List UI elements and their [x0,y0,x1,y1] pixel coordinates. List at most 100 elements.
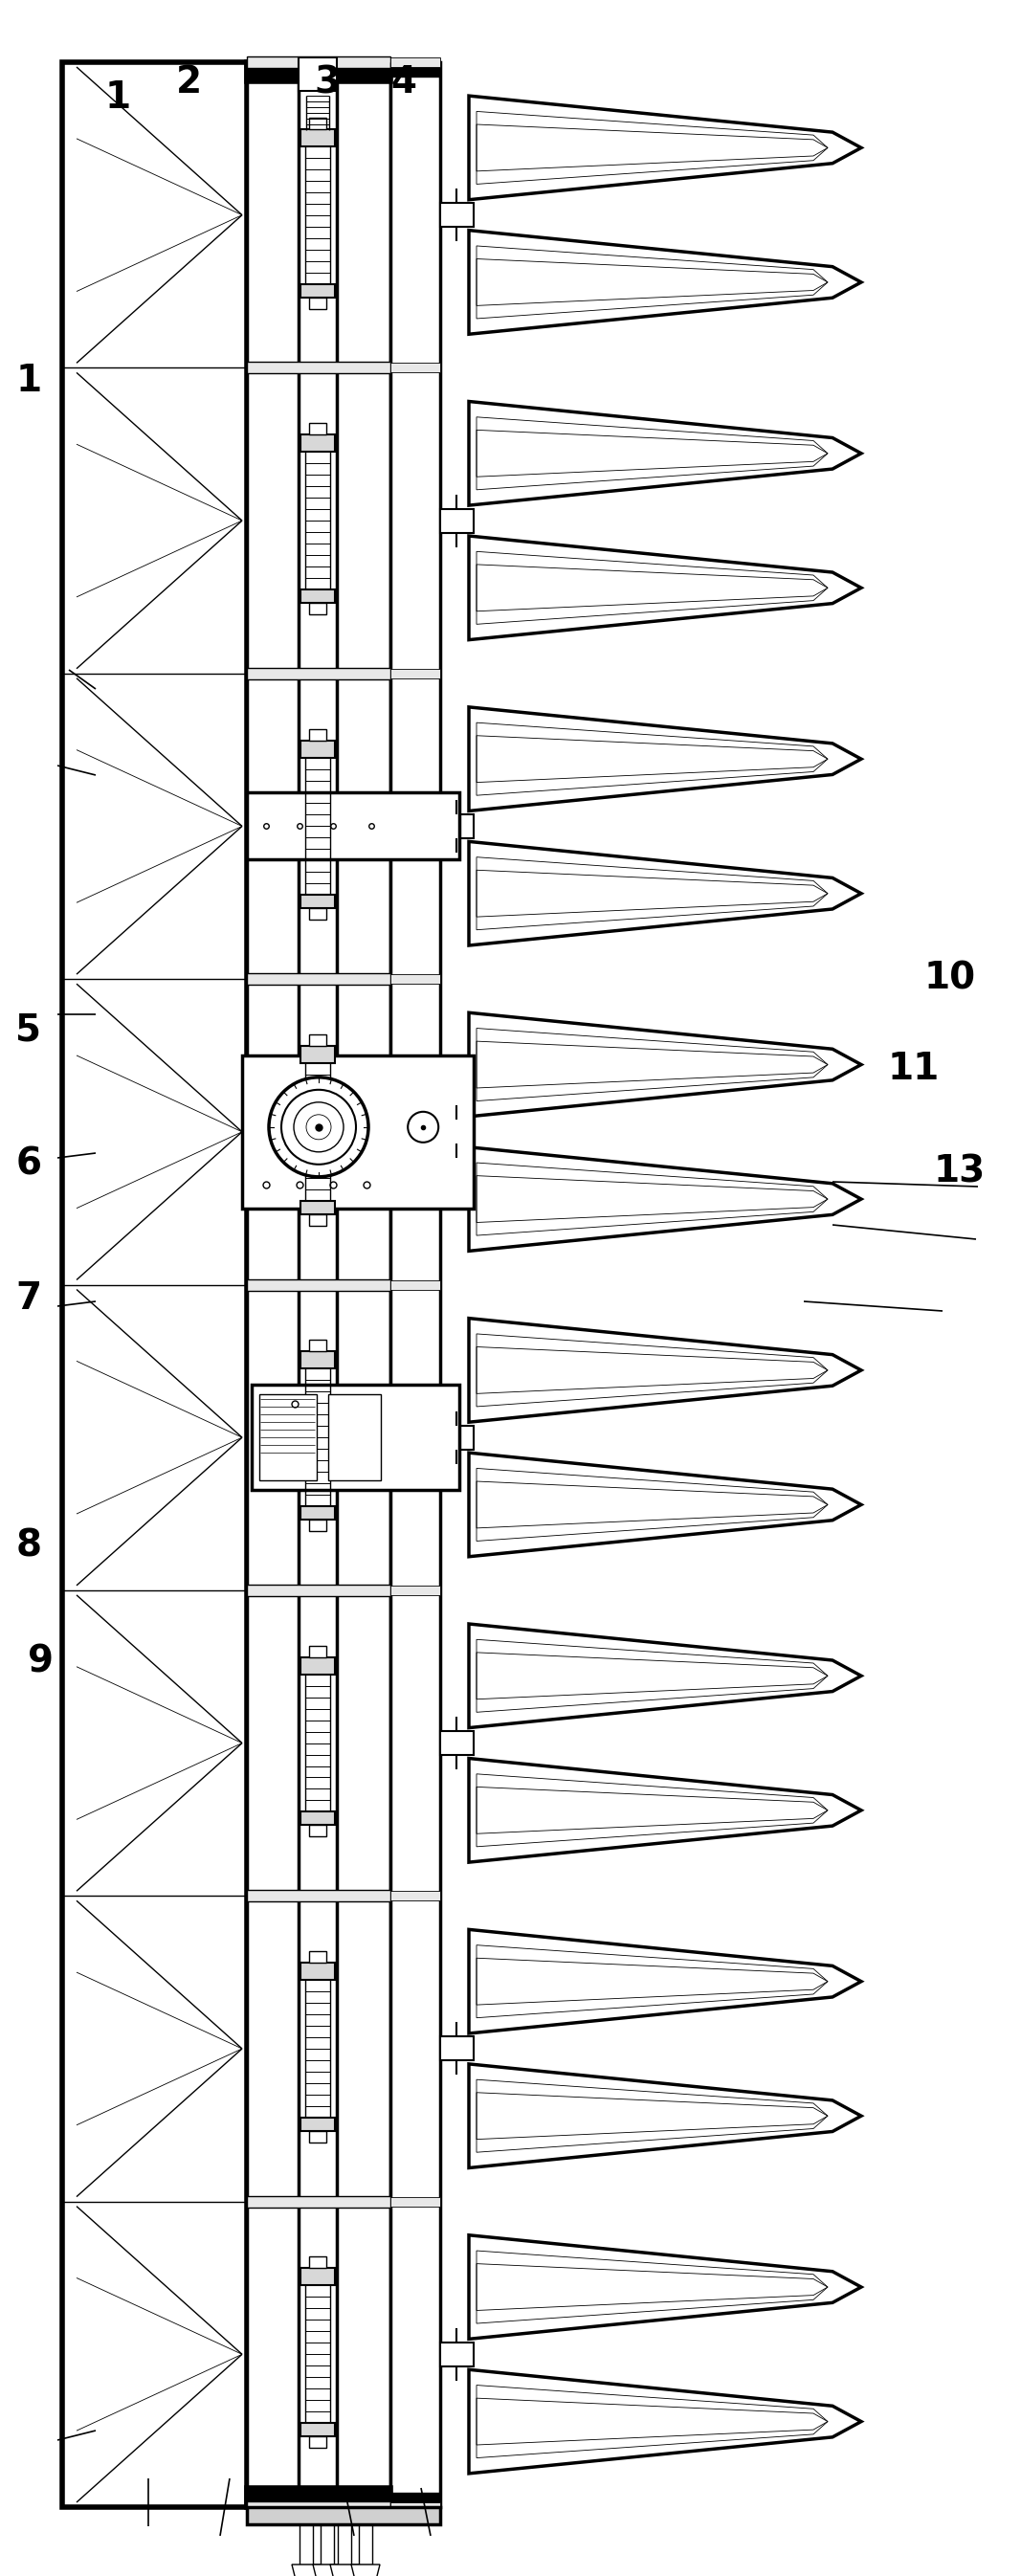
Bar [300,2269,335,2285]
Bar [440,1731,474,1754]
Bar [440,2038,474,2061]
Bar [242,1056,474,1208]
Bar [309,1213,327,1226]
Text: 4: 4 [390,64,417,100]
Polygon shape [469,1319,861,1422]
Bar [309,1826,327,1837]
Bar [309,422,327,435]
Polygon shape [312,2566,342,2576]
Bar [440,507,474,533]
Polygon shape [469,2370,861,2473]
Bar [247,667,390,680]
Bar [337,62,390,2506]
Text: 1: 1 [15,363,42,399]
Bar [309,1340,327,1352]
Polygon shape [469,229,861,335]
Bar [358,2506,373,2566]
Bar [247,793,459,860]
Bar [300,739,335,757]
Bar [247,2488,390,2506]
Bar [247,1891,390,1901]
Bar [390,2501,440,2512]
Bar [390,363,440,374]
Text: 8: 8 [15,1528,42,1564]
Bar [390,670,440,677]
Polygon shape [469,2236,861,2339]
Bar [300,283,335,296]
Bar [300,1811,335,1826]
Polygon shape [469,95,861,201]
Bar [300,590,335,603]
Bar [300,894,335,909]
Bar [390,1891,440,1901]
Circle shape [294,1103,343,1151]
Polygon shape [351,2566,380,2576]
Bar [390,1280,440,1291]
Text: 9: 9 [28,1643,54,1680]
Text: 5: 5 [15,1012,42,1048]
Bar [300,1352,335,1368]
Bar [390,57,440,67]
Bar [440,1425,474,1450]
Bar [440,204,474,227]
Bar [247,2195,390,2208]
Bar [300,129,335,147]
Bar [300,1656,335,1674]
Bar [309,729,327,739]
Bar [338,2506,351,2566]
Bar [309,2437,327,2447]
Polygon shape [469,706,861,811]
Bar [321,2506,334,2566]
Bar [247,57,390,67]
Bar [309,1036,327,1046]
Bar [390,2197,440,2205]
Circle shape [269,1077,369,1177]
Polygon shape [469,1012,861,1115]
Bar [299,2506,312,2566]
Bar [247,62,298,2506]
Bar [390,2494,440,2506]
Bar [300,1963,335,1981]
Bar [300,1507,335,1520]
Bar [62,62,247,2506]
Bar [390,974,440,984]
Bar [309,603,327,613]
Bar [247,363,390,374]
Bar [390,1584,440,1595]
Polygon shape [469,1453,861,1556]
Bar [247,2506,440,2524]
Text: 10: 10 [924,961,975,997]
Bar [309,118,327,129]
Bar [328,1394,381,1481]
Bar [309,296,327,309]
Bar [251,1386,459,1489]
Bar [300,2424,335,2437]
Text: 1: 1 [104,80,131,116]
Polygon shape [292,2566,321,2576]
Bar [309,909,327,920]
Text: 3: 3 [313,64,340,100]
Text: 2: 2 [176,64,202,100]
Polygon shape [330,2566,358,2576]
Bar [390,62,440,77]
Bar [247,1278,390,1291]
Polygon shape [469,842,861,945]
Bar [247,2501,390,2512]
Bar [298,57,337,90]
Circle shape [306,1115,331,1139]
Bar [440,814,474,837]
Polygon shape [469,1929,861,2032]
Bar [390,62,440,2506]
Polygon shape [469,1146,861,1252]
Polygon shape [469,1623,861,1728]
Bar [247,62,390,82]
Bar [440,2342,474,2367]
Text: 7: 7 [15,1280,42,1316]
Bar [300,1200,335,1213]
Bar [247,974,390,984]
Bar [300,435,335,451]
Bar [247,1584,390,1597]
Polygon shape [469,2063,861,2169]
Bar [440,1121,474,1144]
Circle shape [282,1090,356,1164]
